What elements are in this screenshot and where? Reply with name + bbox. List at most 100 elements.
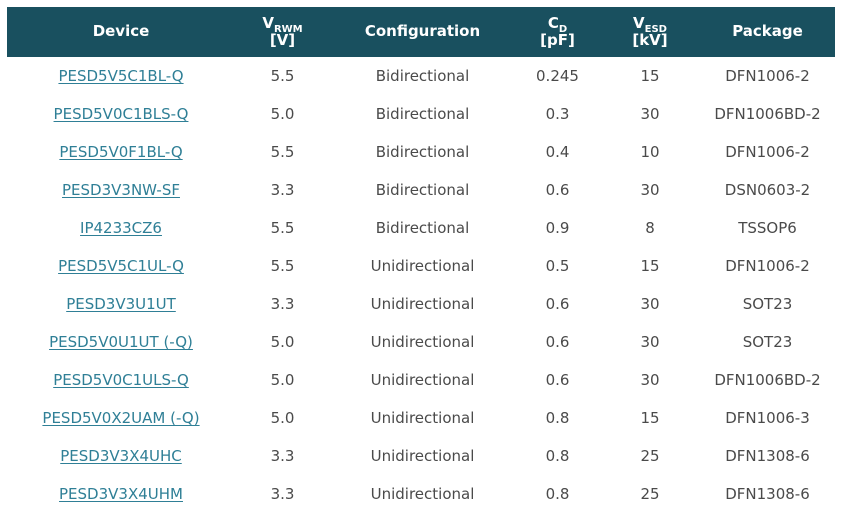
table-row: PESD5V0F1BL-Q 5.5 Bidirectional 0.4 10 D… (7, 133, 835, 171)
cd-cell: 0.9 (545, 219, 570, 237)
table-row: PESD5V0C1ULS-Q 5.0 Unidirectional 0.6 30… (7, 361, 835, 399)
vesd-cell: 15 (640, 67, 660, 85)
vrwm-cell: 5.0 (270, 333, 295, 351)
configuration-cell: Bidirectional (375, 219, 470, 237)
package-cell: DFN1308-6 (725, 485, 810, 503)
vrwm-cell: 3.3 (270, 181, 295, 199)
table-body: PESD5V5C1BL-Q 5.5 Bidirectional 0.245 15… (7, 57, 835, 513)
vesd-cell: 25 (640, 485, 660, 503)
device-link[interactable]: PESD5V0C1ULS-Q (53, 371, 189, 389)
vrwm-cell: 5.0 (270, 409, 295, 427)
vrwm-unit: [V] (269, 31, 296, 49)
vesd-cell: 30 (640, 333, 660, 351)
table-row: PESD5V0C1BLS-Q 5.0 Bidirectional 0.3 30 … (7, 95, 835, 133)
table-row: IP4233CZ6 5.5 Bidirectional 0.9 8 TSSOP6 (7, 209, 835, 247)
table-row: PESD5V0U1UT (-Q) 5.0 Unidirectional 0.6 … (7, 323, 835, 361)
device-link[interactable]: PESD5V5C1BL-Q (58, 67, 184, 85)
device-cell: PESD3V3U1UT (7, 285, 235, 323)
vesd-cell: 30 (640, 371, 660, 389)
package-cell: DFN1006BD-2 (714, 105, 821, 123)
device-cell: PESD5V5C1BL-Q (7, 57, 235, 95)
table-row: PESD3V3U1UT 3.3 Unidirectional 0.6 30 SO… (7, 285, 835, 323)
cd-cell: 0.8 (545, 447, 570, 465)
column-header-device-label: Device (92, 22, 150, 41)
device-link[interactable]: PESD3V3U1UT (66, 295, 176, 313)
device-cell: PESD5V0C1ULS-Q (7, 361, 235, 399)
column-header-cd: CD [pF] (515, 7, 600, 57)
vrwm-cell: 5.5 (270, 257, 295, 275)
device-cell: PESD5V5C1UL-Q (7, 247, 235, 285)
package-cell: SOT23 (742, 295, 793, 313)
vrwm-cell: 5.5 (270, 219, 295, 237)
configuration-cell: Bidirectional (375, 67, 470, 85)
configuration-cell: Unidirectional (370, 257, 475, 275)
package-cell: DFN1006-2 (725, 257, 810, 275)
table-header-row: Device VRWM [V] Configuration CD [pF] VE… (7, 7, 835, 57)
device-link[interactable]: PESD3V3X4UHM (59, 485, 183, 503)
column-header-package-label: Package (732, 22, 803, 41)
package-cell: DFN1006BD-2 (714, 371, 821, 389)
column-header-configuration: Configuration (330, 7, 515, 57)
configuration-cell: Unidirectional (370, 295, 475, 313)
device-link[interactable]: PESD5V5C1UL-Q (58, 257, 184, 275)
vesd-unit: [kV] (632, 31, 668, 49)
package-cell: TSSOP6 (738, 219, 797, 237)
package-cell: SOT23 (742, 333, 793, 351)
table-row: PESD5V0X2UAM (-Q) 5.0 Unidirectional 0.8… (7, 399, 835, 437)
device-link[interactable]: PESD3V3NW-SF (62, 181, 180, 199)
device-cell: PESD3V3X4UHC (7, 437, 235, 475)
vesd-cell: 30 (640, 295, 660, 313)
package-cell: DFN1006-2 (725, 67, 810, 85)
configuration-cell: Bidirectional (375, 143, 470, 161)
configuration-cell: Unidirectional (370, 371, 475, 389)
device-selection-table: Device VRWM [V] Configuration CD [pF] VE… (7, 7, 835, 513)
column-header-device: Device (7, 7, 235, 57)
vrwm-cell: 3.3 (270, 485, 295, 503)
vesd-cell: 15 (640, 409, 660, 427)
column-header-configuration-label: Configuration (364, 22, 481, 41)
package-cell: DSN0603-2 (724, 181, 811, 199)
device-link[interactable]: IP4233CZ6 (80, 219, 162, 237)
vesd-cell: 30 (640, 105, 660, 123)
device-cell: PESD3V3NW-SF (7, 171, 235, 209)
device-link[interactable]: PESD5V0U1UT (-Q) (49, 333, 193, 351)
vrwm-cell: 5.5 (270, 143, 295, 161)
device-cell: PESD3V3X4UHM (7, 475, 235, 513)
package-cell: DFN1006-3 (725, 409, 810, 427)
column-header-vrwm: VRWM [V] (235, 7, 330, 57)
vrwm-cell: 3.3 (270, 295, 295, 313)
table-row: PESD5V5C1BL-Q 5.5 Bidirectional 0.245 15… (7, 57, 835, 95)
device-cell: PESD5V0U1UT (-Q) (7, 323, 235, 361)
cd-cell: 0.5 (545, 257, 570, 275)
device-link[interactable]: PESD5V0F1BL-Q (59, 143, 183, 161)
vesd-cell: 30 (640, 181, 660, 199)
configuration-cell: Unidirectional (370, 485, 475, 503)
configuration-cell: Unidirectional (370, 409, 475, 427)
device-link[interactable]: PESD5V0C1BLS-Q (53, 105, 189, 123)
vrwm-cell: 3.3 (270, 447, 295, 465)
cd-cell: 0.245 (536, 67, 579, 85)
cd-cell: 0.6 (545, 371, 570, 389)
device-link[interactable]: PESD3V3X4UHC (60, 447, 182, 465)
vesd-cell: 15 (640, 257, 660, 275)
vrwm-cell: 5.5 (270, 67, 295, 85)
device-cell: PESD5V0C1BLS-Q (7, 95, 235, 133)
cd-cell: 0.8 (545, 409, 570, 427)
vrwm-symbol: VRWM (262, 13, 303, 35)
vrwm-cell: 5.0 (270, 105, 295, 123)
device-cell: PESD5V0X2UAM (-Q) (7, 399, 235, 437)
configuration-cell: Bidirectional (375, 181, 470, 199)
vesd-cell: 10 (640, 143, 660, 161)
table-row: PESD3V3X4UHM 3.3 Unidirectional 0.8 25 D… (7, 475, 835, 513)
device-selection-table-wrap: Device VRWM [V] Configuration CD [pF] VE… (7, 7, 835, 513)
vesd-cell: 8 (645, 219, 655, 237)
table-row: PESD5V5C1UL-Q 5.5 Unidirectional 0.5 15 … (7, 247, 835, 285)
cd-symbol: CD (547, 13, 568, 35)
device-cell: IP4233CZ6 (7, 209, 235, 247)
cd-cell: 0.6 (545, 295, 570, 313)
cd-cell: 0.6 (545, 181, 570, 199)
device-cell: PESD5V0F1BL-Q (7, 133, 235, 171)
configuration-cell: Unidirectional (370, 333, 475, 351)
device-link[interactable]: PESD5V0X2UAM (-Q) (42, 409, 200, 427)
table-row: PESD3V3NW-SF 3.3 Bidirectional 0.6 30 DS… (7, 171, 835, 209)
